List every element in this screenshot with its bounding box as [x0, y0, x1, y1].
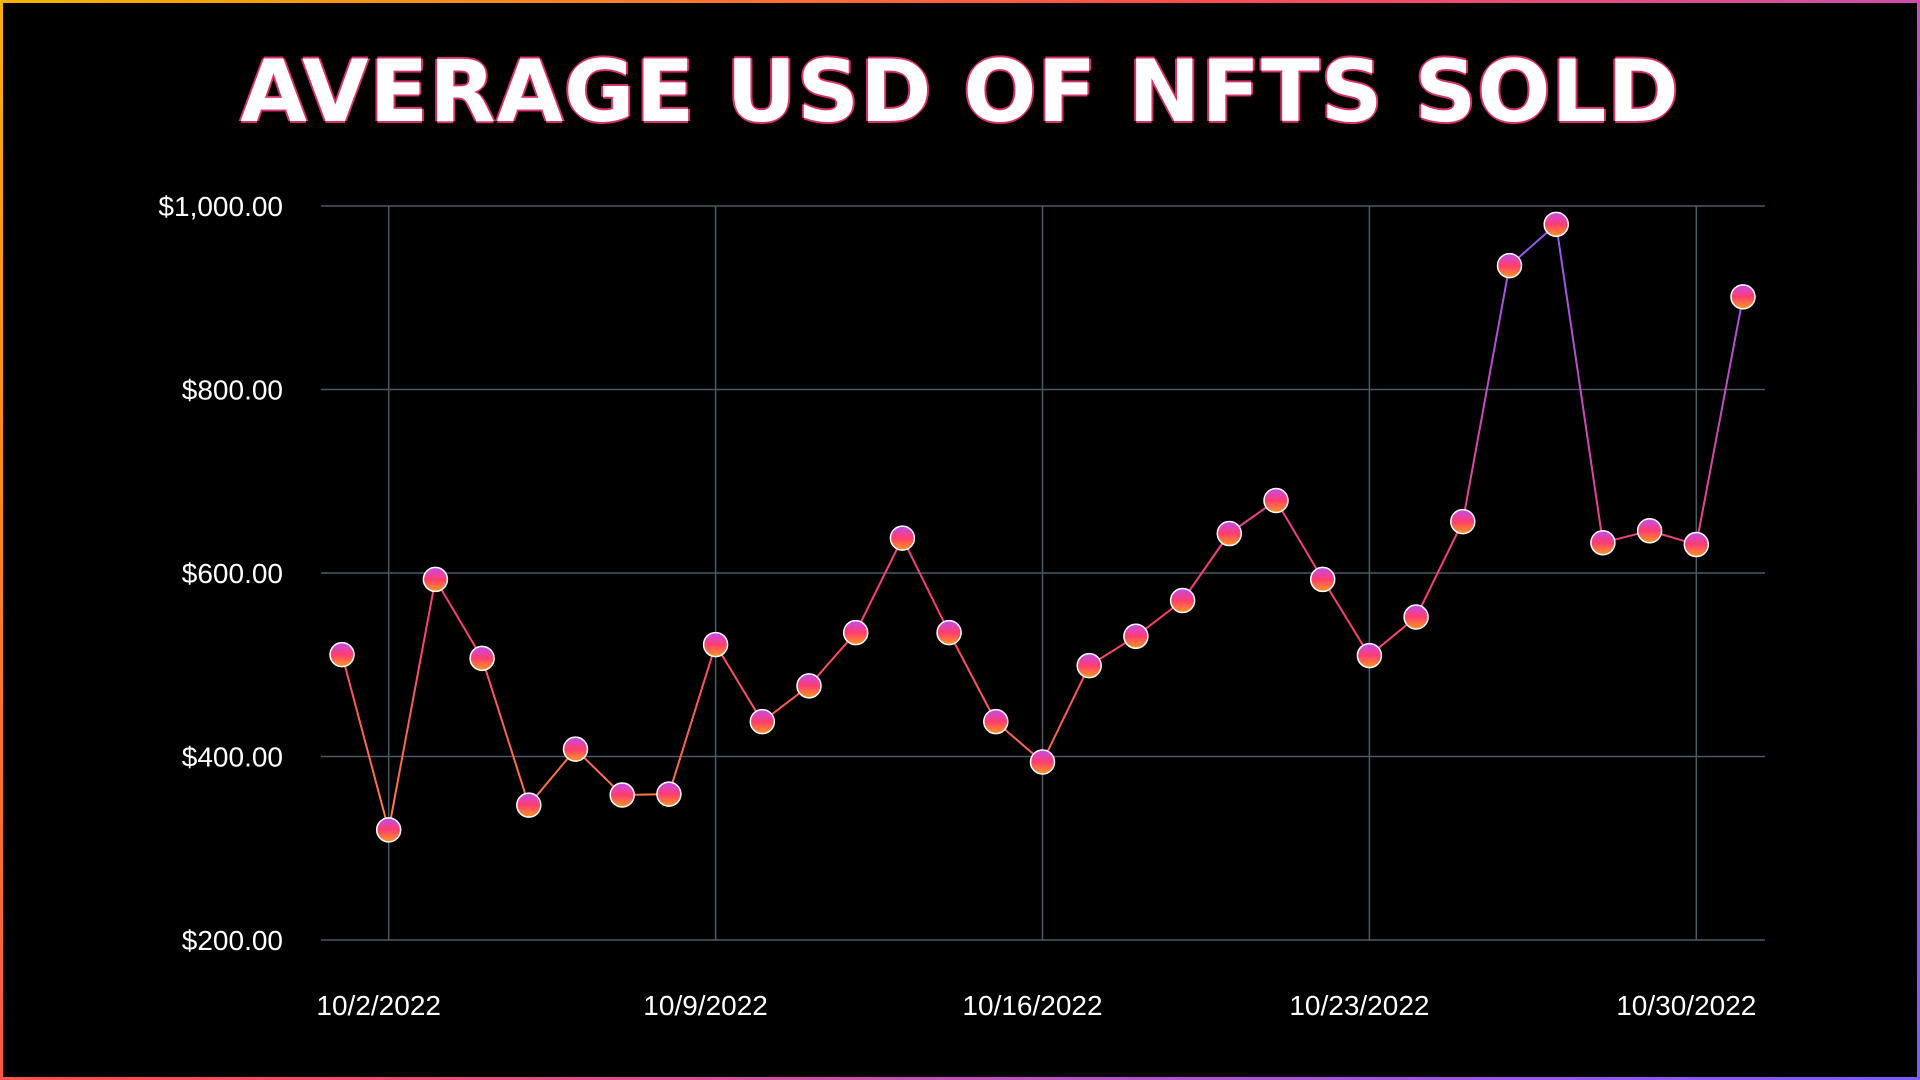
data-point — [1076, 652, 1102, 679]
chart-title: AVERAGE USD OF NFTS SOLD — [240, 42, 1680, 142]
x-tick-label: 10/30/2022 — [1616, 990, 1756, 1021]
data-point — [1123, 623, 1149, 650]
y-tick-label: $200.00 — [182, 925, 283, 956]
data-point — [516, 792, 542, 818]
data-point — [889, 525, 916, 551]
data-point — [469, 645, 495, 672]
data-point — [1636, 518, 1663, 544]
data-point — [1169, 587, 1196, 614]
data-point — [609, 782, 635, 808]
data-point — [702, 631, 729, 658]
axis-ticks: $1,000.00 $800.00 $600.00 $400.00 $200.00 10/… — [158, 191, 1756, 1021]
y-tick-label: $400.00 — [182, 742, 283, 773]
data-point — [936, 619, 962, 646]
data-point — [1730, 284, 1756, 310]
data-point — [1543, 211, 1569, 238]
data-point — [1263, 487, 1289, 514]
x-tick-label: 10/9/2022 — [643, 990, 768, 1021]
data-point — [1496, 252, 1523, 279]
data-point — [375, 817, 402, 843]
data-point — [1590, 529, 1616, 556]
series-markers — [329, 211, 1756, 843]
data-point — [749, 708, 776, 735]
x-tick-label: 10/16/2022 — [962, 990, 1102, 1021]
y-tick-label: $800.00 — [182, 375, 283, 406]
data-point — [1403, 604, 1429, 630]
data-point — [1309, 566, 1336, 593]
data-point — [656, 781, 682, 807]
data-point — [422, 566, 449, 593]
grid — [321, 205, 1765, 941]
y-tick-label: $1,000.00 — [158, 191, 283, 222]
data-point — [1216, 520, 1243, 547]
data-point — [1450, 508, 1476, 535]
data-point — [329, 641, 355, 668]
x-tick-label: 10/23/2022 — [1289, 990, 1429, 1021]
data-point — [842, 619, 869, 646]
data-point — [1683, 531, 1710, 558]
x-tick-label: 10/2/2022 — [316, 990, 441, 1021]
y-tick-label: $600.00 — [182, 558, 283, 589]
data-point — [562, 736, 589, 762]
data-point — [1356, 642, 1383, 669]
data-point — [796, 673, 822, 699]
data-point — [983, 708, 1009, 735]
data-point — [1029, 749, 1056, 775]
